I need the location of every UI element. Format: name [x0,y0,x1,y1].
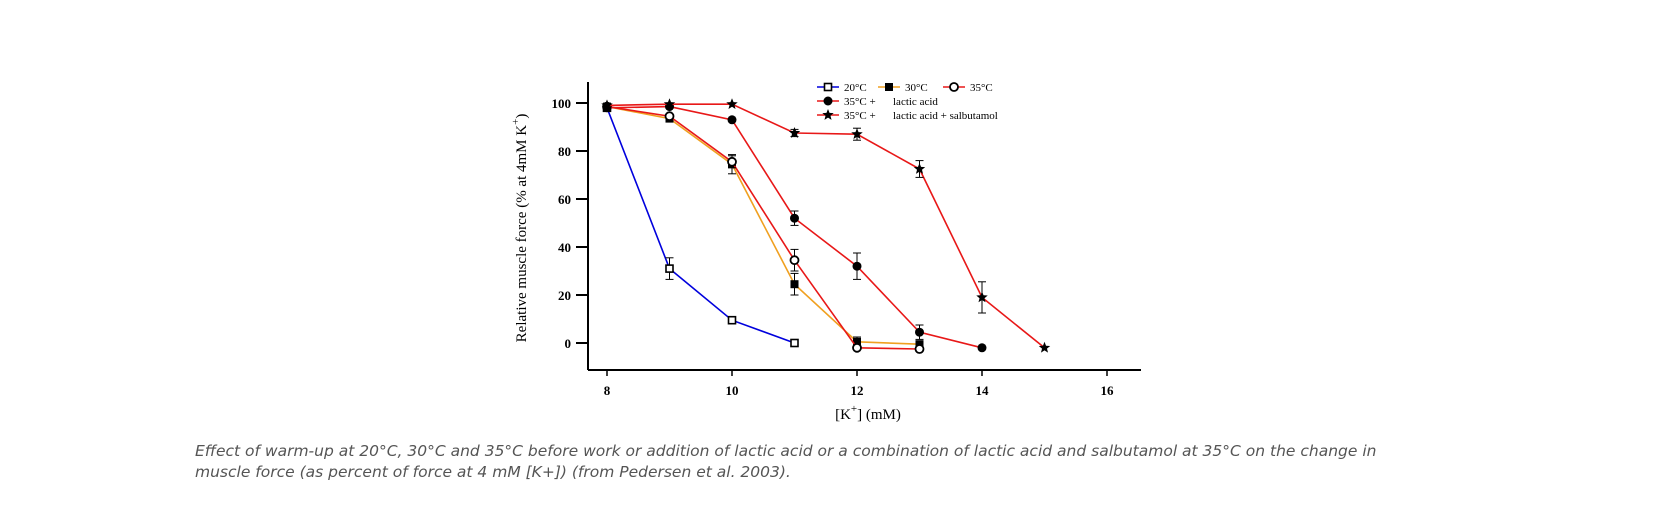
x-axis-title-part-1: [K [835,407,851,423]
legend-label-2: 30°C [905,82,928,94]
series-5-point-5 [851,128,863,140]
series-4-point-3 [727,115,737,125]
series-1-line [606,107,795,344]
series-3-point-5 [852,342,862,353]
series-1-point-4 [790,338,799,348]
y-axis-title-superscript: + [510,119,522,125]
series-4-line [606,105,983,349]
x-tick-label-16: 16 [1101,383,1115,398]
legend-entry-3: 35°C [943,82,993,94]
legend-entry-5: 35°C + lactic acid + salbutamol [817,109,998,122]
y-tick-label-0: 0 [565,336,572,351]
series-2-line [606,105,920,345]
series-2-point-5 [853,337,861,346]
legend-marker-3 [949,82,959,92]
series-5-point-3 [726,98,738,110]
legend-marker-2 [885,83,893,91]
series-1-point-3 [727,315,737,325]
y-tick-label-20: 20 [558,288,571,303]
axes: 8 10 12 14 16 0 20 40 60 80 100 [552,82,1141,398]
series-4-point-5 [852,261,862,271]
legend-entry-4: 35°C + lactic acid [817,96,938,108]
series-5 [601,98,1051,353]
series-2 [603,102,924,349]
x-axis-title-superscript: + [851,403,857,415]
y-tick-label-60: 60 [558,192,571,207]
legend-label-3: 35°C [970,82,993,94]
y-tick-label-80: 80 [558,144,571,159]
figure-caption: Effect of warm-up at 20°C, 30°C and 35°C… [195,442,1377,481]
series-3-point-2 [664,111,675,122]
series-5-point-1 [601,99,613,111]
y-tick-label-40: 40 [558,240,571,255]
legend-label-5-prefix: 35°C + [844,110,876,122]
legend-entry-2: 30°C [878,82,928,94]
legend-entry-1: 20°C [817,82,867,94]
legend-marker-1 [823,82,833,92]
legend: 20°C 30°C 35°C 35°C + lactic acid 35°C + lacti… [817,82,998,122]
series-3-point-4 [789,255,800,266]
x-tick-label-10: 10 [726,383,739,398]
series-5-point-6 [913,163,926,174]
legend-label-5-suffix: lactic acid + salbutamol [893,110,998,122]
series-5-point-7 [976,291,988,303]
series-4 [602,102,987,353]
y-tick-label-100: 100 [552,96,572,111]
series-3-line [606,105,920,350]
series-2-point-4 [790,280,799,289]
series-5-line [606,103,1046,349]
series-3-point-3 [727,156,737,167]
series-5-point-2 [663,98,676,110]
legend-marker-5 [822,109,834,120]
legend-label-4-prefix: 35°C + [844,96,876,108]
legend-label-1: 20°C [844,82,867,94]
x-tick-label-8: 8 [604,383,611,398]
series-4-point-6 [915,327,924,337]
line-chart: 8 10 12 14 16 0 20 40 60 80 100 20°C 30°C 35°C 35°C +… [510,82,1141,423]
y-axis-title-part-3: ) [514,114,530,119]
legend-marker-4 [823,96,833,106]
series-4-point-7 [977,343,987,353]
series-3 [602,101,925,354]
series-5-point-4 [788,127,801,138]
series-1-point-2 [665,264,674,273]
series-3-point-6 [914,344,925,354]
legend-label-4-suffix: lactic acid [893,96,938,108]
x-tick-label-12: 12 [851,383,864,398]
x-axis-title: [K+] (mM) [835,403,901,423]
y-axis-title: Relative muscle force (% at 4mM K+) [510,114,530,343]
series-4-point-4 [790,213,799,223]
x-tick-label-14: 14 [976,383,990,398]
y-axis-title-part-1: Relative muscle force (% at 4mM K [514,125,530,343]
plot-area [601,98,1051,354]
x-axis-title-part-3: ] (mM) [857,407,901,423]
series-5-point-8 [1038,341,1051,353]
